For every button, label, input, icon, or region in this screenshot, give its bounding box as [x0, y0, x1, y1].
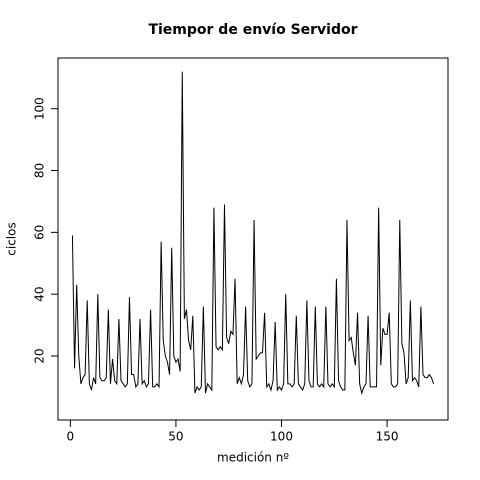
x-tick-label: 50 — [168, 430, 183, 444]
x-tick-label: 150 — [376, 430, 399, 444]
y-tick-label: 20 — [33, 348, 47, 363]
y-tick-label: 100 — [33, 97, 47, 120]
chart-title: Tiempor de envío Servidor — [148, 22, 357, 38]
y-tick-label: 80 — [33, 163, 47, 178]
x-axis-label: medición nº — [217, 451, 289, 465]
data-line — [71, 71, 435, 395]
y-tick-label: 60 — [33, 225, 47, 240]
x-tick-label: 0 — [67, 430, 75, 444]
x-tick-label: 100 — [270, 430, 293, 444]
y-tick-label: 40 — [33, 287, 47, 302]
plot-box — [57, 57, 449, 421]
y-axis-label: ciclos — [5, 222, 19, 255]
